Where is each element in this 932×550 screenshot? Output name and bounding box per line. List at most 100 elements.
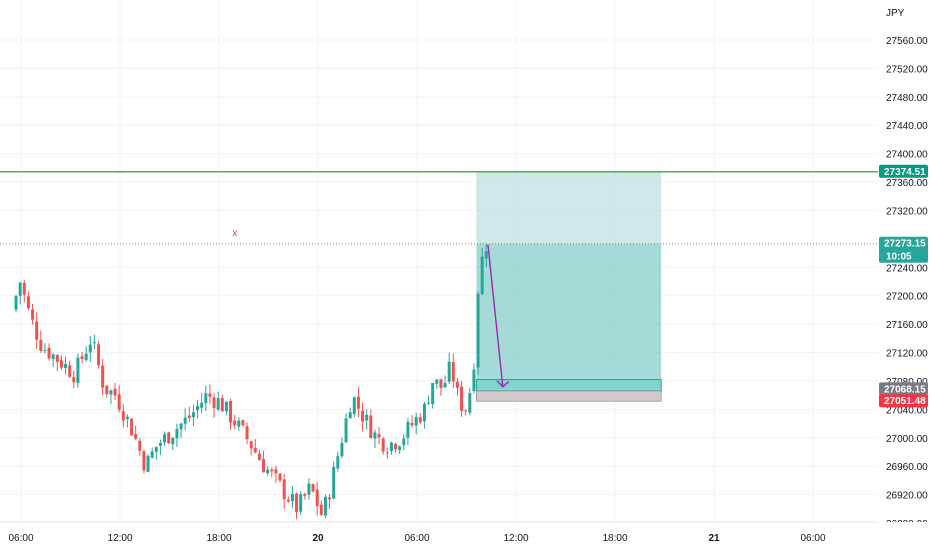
candle-body bbox=[476, 293, 480, 368]
candle-body bbox=[125, 416, 129, 420]
candle-body bbox=[422, 403, 426, 422]
price-tick-label: 27360.00 bbox=[886, 178, 928, 189]
candle-body bbox=[394, 444, 398, 450]
candle-body bbox=[402, 438, 406, 446]
candle-body bbox=[175, 429, 179, 439]
candle-body bbox=[47, 347, 51, 359]
range-box-lower[interactable] bbox=[476, 390, 662, 402]
candle-body bbox=[245, 426, 249, 440]
candle-body bbox=[336, 456, 340, 469]
price-axis[interactable]: JPY 27560.00 27520.00 27480.00 27440.00 2740… bbox=[878, 0, 932, 550]
candle-body bbox=[39, 339, 43, 351]
candle-body bbox=[348, 412, 352, 419]
candle-body bbox=[460, 386, 464, 411]
countdown-text: 10:05 bbox=[886, 252, 912, 263]
candle-body bbox=[88, 344, 92, 353]
candle-body bbox=[76, 357, 80, 383]
candle-body bbox=[200, 402, 204, 408]
candle-body bbox=[435, 379, 439, 384]
candle-body bbox=[191, 412, 195, 418]
candle-body bbox=[31, 309, 35, 320]
candle-body bbox=[158, 442, 162, 446]
candle-body bbox=[365, 414, 369, 421]
candle-body bbox=[439, 379, 443, 388]
candle-body bbox=[224, 401, 228, 412]
time-tick-label: 06:00 bbox=[404, 533, 429, 544]
candle-body bbox=[253, 448, 257, 453]
candle-body bbox=[163, 434, 167, 443]
candle-body bbox=[18, 282, 22, 296]
candle-body bbox=[233, 420, 237, 426]
price-badge bbox=[879, 394, 928, 408]
time-tick-label: 18:00 bbox=[206, 533, 231, 544]
candle-body bbox=[414, 417, 418, 426]
candle-body bbox=[311, 484, 315, 492]
candle-body bbox=[286, 499, 290, 502]
price-tick-label: 27520.00 bbox=[886, 64, 928, 75]
candle-body bbox=[84, 353, 88, 361]
candle-body bbox=[142, 451, 146, 471]
price-tick-label: 27320.00 bbox=[886, 206, 928, 217]
price-tick-label: 27040.00 bbox=[886, 405, 928, 416]
candle-body bbox=[257, 453, 261, 461]
candle-body bbox=[323, 496, 327, 516]
candle-body bbox=[472, 369, 476, 392]
candle-body bbox=[130, 418, 134, 436]
candle-body bbox=[35, 321, 39, 340]
price-badge bbox=[879, 164, 928, 178]
candle-body bbox=[26, 296, 30, 308]
candle-body bbox=[464, 410, 468, 412]
candle-body bbox=[344, 418, 348, 443]
candle-body bbox=[154, 446, 158, 452]
candle-body bbox=[183, 417, 187, 424]
price-badge bbox=[879, 382, 928, 396]
candle-body bbox=[278, 473, 282, 481]
position-target-zone[interactable] bbox=[476, 171, 662, 244]
price-tick-label: 27440.00 bbox=[886, 121, 928, 132]
candle-body bbox=[455, 381, 459, 388]
candle-body bbox=[332, 467, 336, 499]
candle-body bbox=[270, 469, 274, 472]
candle-body bbox=[196, 405, 200, 411]
candle-body bbox=[295, 493, 299, 513]
candle-body bbox=[68, 365, 72, 377]
candle-body bbox=[43, 349, 47, 351]
price-badge-text: 27068.15 bbox=[884, 384, 926, 395]
candle-body bbox=[274, 469, 278, 474]
candle-body bbox=[373, 432, 377, 439]
candle-body bbox=[447, 361, 451, 382]
price-badge-text: 27374.51 bbox=[884, 167, 926, 178]
candle-body bbox=[208, 393, 212, 397]
candle-body bbox=[72, 377, 76, 383]
candle-body bbox=[121, 411, 125, 421]
candle-body bbox=[80, 356, 84, 360]
candle-body bbox=[150, 451, 154, 458]
candle-body bbox=[64, 363, 68, 369]
price-tick-label: 27560.00 bbox=[886, 36, 928, 47]
candle-body bbox=[14, 295, 18, 310]
candle-body bbox=[377, 434, 381, 438]
candle-body bbox=[340, 442, 344, 457]
candle-body bbox=[352, 397, 356, 414]
position-tool[interactable] bbox=[475, 171, 662, 402]
price-tick-label: 27240.00 bbox=[886, 263, 928, 274]
candle-body bbox=[443, 383, 447, 388]
x-marker: x bbox=[232, 228, 237, 239]
price-tick-label: 27480.00 bbox=[886, 93, 928, 104]
candle-body bbox=[179, 423, 183, 430]
candle-body bbox=[262, 459, 266, 473]
arrow-line[interactable] bbox=[487, 244, 504, 387]
price-badge-text: 27273.15 bbox=[884, 239, 926, 250]
candle-body bbox=[290, 494, 294, 502]
price-tick-label: 27120.00 bbox=[886, 349, 928, 360]
time-axis[interactable]: 06:00 12:00 18:00 20 06:00 12:00 18:00 21 06:00 bbox=[0, 521, 932, 550]
price-tick-label: 26960.00 bbox=[886, 462, 928, 473]
candle-body bbox=[249, 441, 253, 449]
candle-body bbox=[237, 420, 241, 427]
candle-body bbox=[410, 422, 414, 426]
candle-body bbox=[59, 360, 63, 368]
position-profit-zone[interactable] bbox=[476, 243, 662, 390]
candle-body bbox=[303, 493, 307, 496]
